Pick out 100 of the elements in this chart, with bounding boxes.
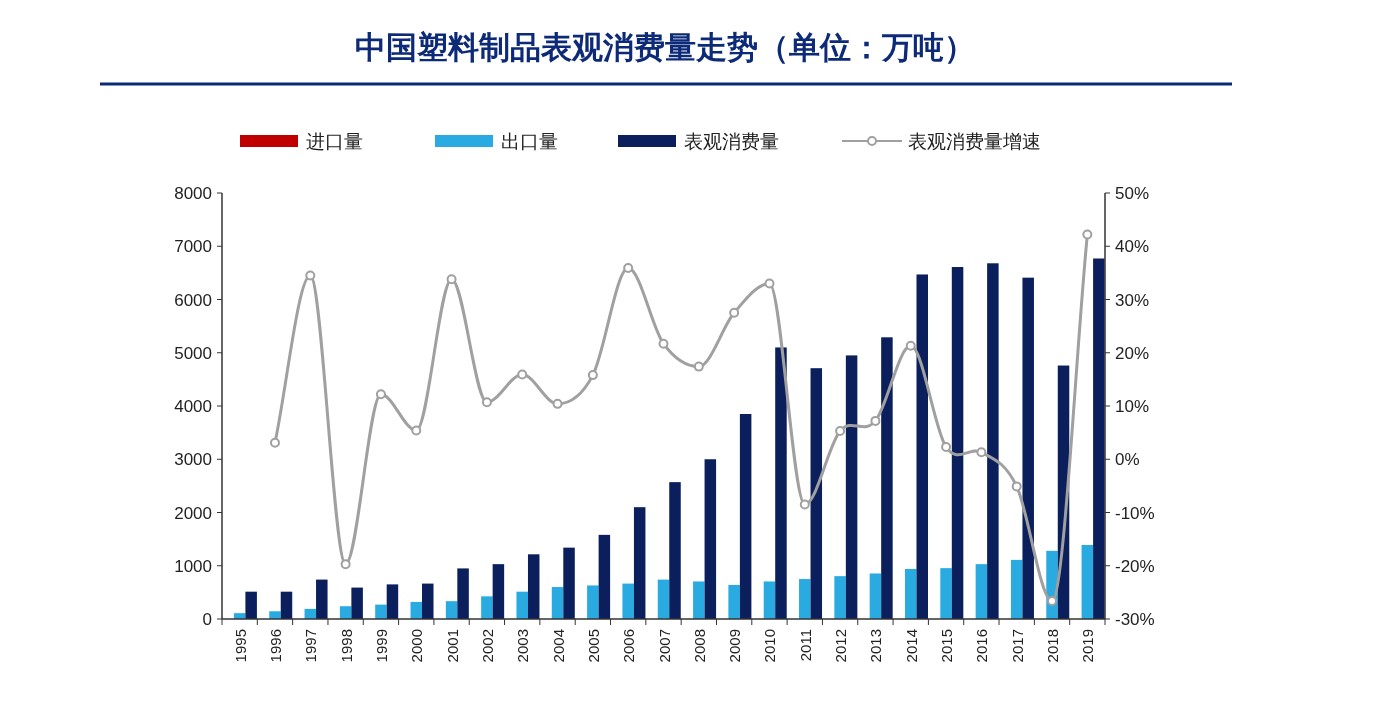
bar: [516, 591, 528, 619]
bar: [1081, 544, 1094, 619]
bar: [669, 482, 681, 619]
point: [1082, 229, 1093, 240]
bar: [810, 368, 823, 619]
bar: [869, 573, 882, 619]
y2-tick-label: 40%: [1115, 237, 1150, 257]
bar: [633, 507, 646, 619]
point: [941, 442, 952, 452]
bar: [1010, 559, 1023, 619]
y2-tick-label: 10%: [1115, 397, 1150, 416]
bar: [904, 568, 917, 619]
x-tick-label: 2006: [620, 629, 638, 663]
bar: [975, 564, 988, 619]
bar: [834, 576, 846, 619]
bar: [527, 554, 540, 619]
bar: [351, 587, 363, 619]
bar: [457, 568, 469, 619]
y2-tick-label: 0%: [1115, 450, 1140, 470]
point: [1047, 595, 1058, 606]
y2-tick-label: -20%: [1115, 556, 1155, 576]
y-tick-label: 8000: [174, 184, 212, 203]
bar: [339, 606, 352, 619]
x-tick-label: 2012: [832, 629, 850, 663]
y-tick-label: 4000: [174, 397, 212, 416]
point: [446, 274, 457, 285]
bar: [445, 601, 458, 619]
x-tick-label: 2005: [584, 629, 602, 663]
x-tick-label: 2013: [867, 629, 885, 663]
y-tick-label: 5000: [174, 343, 212, 363]
point: [269, 437, 280, 448]
point: [905, 340, 916, 351]
bar: [916, 274, 928, 619]
point: [693, 361, 704, 372]
point: [552, 398, 563, 409]
x-tick-label: 2007: [655, 629, 673, 663]
x-tick-label: 2008: [690, 629, 708, 663]
point: [764, 278, 775, 289]
point: [375, 389, 386, 400]
point: [587, 370, 598, 381]
legend-label: 表观消费量: [684, 131, 779, 152]
chart-title: 中国塑料制品表观消费量走势（单位：万吨）: [355, 29, 975, 65]
x-tick-label: 1999: [372, 629, 390, 663]
x-tick-label: 2014: [902, 629, 920, 663]
y-tick-label: 3000: [174, 450, 212, 470]
y2-tick-label: -10%: [1115, 503, 1155, 523]
x-tick-label: 2016: [973, 629, 991, 663]
y-tick-label: 0: [202, 610, 212, 629]
x-tick-label: 2001: [443, 629, 461, 663]
point: [658, 338, 669, 349]
x-tick-label: 2009: [726, 629, 744, 663]
point: [517, 369, 528, 380]
bar: [563, 547, 575, 619]
bar: [1022, 277, 1034, 619]
bar: [422, 583, 434, 619]
point: [870, 415, 881, 426]
x-tick-label: 2019: [1079, 629, 1097, 663]
bar: [375, 604, 387, 619]
bar: [940, 568, 952, 619]
x-tick-label: 2017: [1008, 629, 1026, 663]
legend-label: 表观消费量增速: [908, 131, 1041, 152]
x-tick-label: 1995: [231, 629, 249, 663]
point: [411, 425, 422, 436]
bar: [775, 347, 787, 619]
legend-label: 进口量: [306, 131, 363, 152]
bar: [693, 581, 705, 619]
bar: [799, 579, 811, 619]
point: [729, 307, 740, 318]
x-tick-label: 1998: [337, 629, 355, 663]
point: [799, 499, 810, 510]
x-tick-label: 2010: [761, 629, 779, 663]
y-tick-label: 1000: [174, 556, 212, 576]
point: [340, 559, 351, 570]
bar: [280, 591, 293, 619]
bar: [492, 564, 505, 619]
y-tick-label: 7000: [174, 237, 212, 257]
y2-tick-label: 50%: [1115, 184, 1150, 203]
point: [1011, 481, 1022, 492]
bar: [245, 591, 257, 619]
x-tick-label: 1997: [302, 629, 320, 663]
bar: [587, 585, 599, 619]
bar: [1093, 258, 1105, 619]
bar: [386, 584, 399, 619]
x-tick-label: 2000: [408, 629, 426, 663]
point: [976, 447, 987, 458]
bar: [951, 267, 964, 619]
x-tick-label: 2002: [478, 629, 496, 663]
y-tick-label: 6000: [174, 290, 212, 310]
bar: [881, 337, 893, 619]
y2-tick-label: 20%: [1115, 343, 1150, 363]
x-tick-label: 2003: [514, 629, 532, 663]
x-tick-label: 1996: [266, 629, 284, 663]
bar: [657, 579, 670, 619]
y2-tick-label: 30%: [1115, 290, 1150, 310]
bar: [739, 413, 752, 619]
x-tick-label: 2011: [796, 629, 814, 662]
bar: [410, 601, 423, 619]
point: [623, 263, 634, 274]
point: [305, 270, 316, 281]
x-tick-label: 2018: [1044, 629, 1062, 663]
